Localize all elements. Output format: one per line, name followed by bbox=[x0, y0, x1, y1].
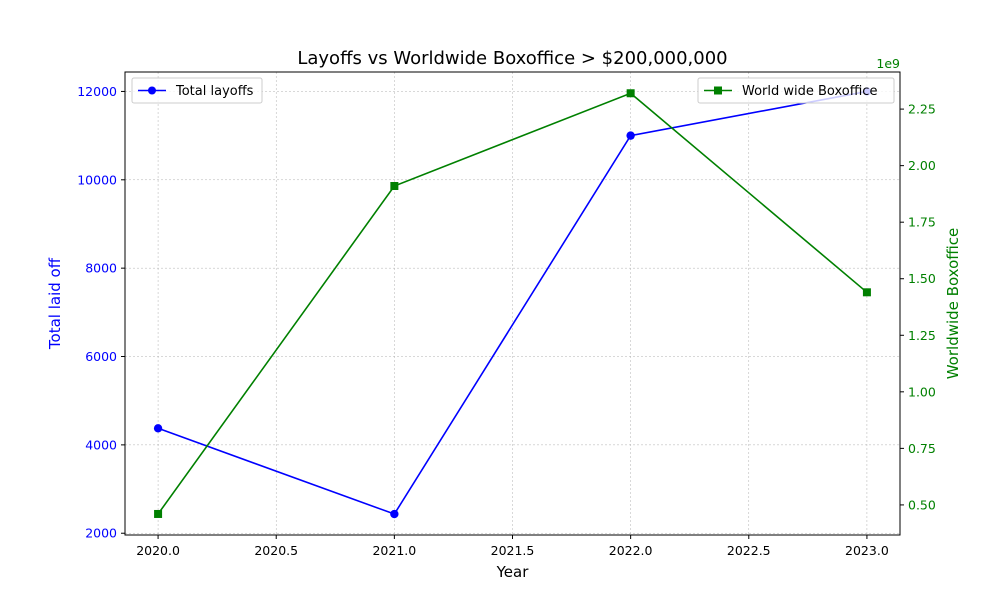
data-point bbox=[626, 131, 635, 140]
x-tick-label: 2021.0 bbox=[372, 543, 416, 558]
x-axis-title: Year bbox=[496, 563, 530, 581]
y-right-tick-label: 1.00 bbox=[908, 384, 936, 399]
y-left-tick-label: 6000 bbox=[85, 349, 117, 364]
y-right-tick-label: 2.25 bbox=[908, 102, 936, 117]
data-point bbox=[390, 509, 399, 519]
legend-left: Total layoffs bbox=[131, 77, 263, 104]
series-line-1 bbox=[157, 92, 868, 515]
legend-left-marker-swatch bbox=[148, 86, 156, 95]
y-axis-right-title: Worldwide Boxoffice bbox=[944, 228, 962, 380]
x-axis: 2020.0 2020.5 2021.0 2021.5 2022.0 2022.5 2023… bbox=[136, 535, 889, 558]
y-left-tick-label: 10000 bbox=[77, 172, 117, 187]
y-right-tick-label: 1.75 bbox=[908, 215, 936, 230]
x-tick-label: 2023.0 bbox=[845, 543, 889, 558]
chart-title: Layoffs vs Worldwide Boxoffice > $200,00… bbox=[297, 48, 727, 69]
legend-entry-total-layoffs: Total layoffs bbox=[175, 84, 254, 99]
y-left-tick-label: 12000 bbox=[77, 84, 117, 99]
data-point bbox=[626, 89, 635, 98]
y-right-tick-label: 1.50 bbox=[908, 271, 936, 286]
data-point bbox=[390, 181, 399, 190]
y-axis-right: 0.50 0.75 1.00 1.25 1.50 1.75 2.00 2.25 bbox=[900, 102, 936, 512]
legend-entry-world-wide-boxoffice: World wide Boxoffice bbox=[742, 84, 877, 99]
series-line-0 bbox=[157, 90, 868, 516]
y-right-tick-label: 1.25 bbox=[908, 328, 936, 343]
data-point bbox=[862, 288, 871, 297]
x-tick-label: 2022.5 bbox=[727, 543, 771, 558]
legend-left-box bbox=[131, 77, 263, 104]
data-point bbox=[154, 509, 163, 518]
y-axis-left: 2000 4000 6000 8000 10000 12000 bbox=[77, 84, 125, 541]
y-right-tick-label: 0.50 bbox=[908, 497, 936, 512]
y-axis-left-title: Total laid off bbox=[46, 257, 64, 350]
series-layer bbox=[153, 87, 872, 519]
x-tick-label: 2020.0 bbox=[136, 543, 180, 558]
y-right-tick-label: 2.00 bbox=[908, 158, 936, 173]
y-left-tick-label: 4000 bbox=[85, 437, 117, 452]
legend-right-box bbox=[697, 77, 895, 104]
data-point bbox=[153, 424, 163, 433]
y-left-tick-label: 8000 bbox=[85, 261, 117, 276]
legend-right-marker-swatch bbox=[714, 86, 722, 95]
legend-right: World wide Boxoffice bbox=[697, 77, 895, 104]
y-right-tick-label: 0.75 bbox=[908, 441, 936, 456]
y-axis-right-offset-text: 1e9 bbox=[876, 56, 900, 71]
x-tick-label: 2022.0 bbox=[609, 543, 653, 558]
x-tick-label: 2020.5 bbox=[254, 543, 298, 558]
y-left-tick-label: 2000 bbox=[85, 526, 117, 541]
x-tick-label: 2021.5 bbox=[491, 543, 535, 558]
